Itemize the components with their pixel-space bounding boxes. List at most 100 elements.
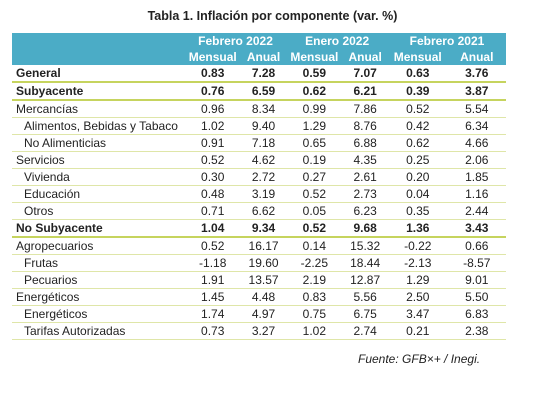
group-header: Febrero 2021	[387, 33, 506, 49]
header-row: Febrero 2022 Enero 2022 Febrero 2021	[12, 33, 506, 49]
cell-value: 9.34	[240, 219, 287, 238]
cell-value: 1.45	[184, 288, 241, 306]
row-label: Educación	[12, 185, 185, 203]
table-row: No Alimenticias 0.91 7.18 0.65 6.88 0.62 4.66	[12, 134, 506, 152]
row-label: Subyacente	[12, 82, 185, 101]
cell-value: 6.75	[342, 305, 388, 323]
cell-value: 8.76	[342, 117, 388, 135]
row-label: Agropecuarios	[12, 237, 185, 255]
cell-value: 2.72	[240, 168, 287, 186]
cell-value: 0.76	[184, 82, 241, 101]
table-row: Servicios 0.52 4.62 0.19 4.35 0.25 2.06	[12, 151, 506, 169]
cell-value: 0.52	[387, 100, 448, 118]
cell-value: 7.86	[342, 100, 388, 118]
cell-value: 7.28	[240, 65, 287, 83]
group-header: Enero 2022	[286, 33, 388, 49]
cell-value: 0.27	[286, 168, 343, 186]
cell-value: -0.22	[387, 237, 448, 255]
row-label: Energéticos	[12, 288, 185, 306]
cell-value: 0.14	[286, 237, 343, 255]
cell-value: 0.59	[286, 65, 343, 83]
cell-value: 3.47	[387, 305, 448, 323]
cell-value: 4.48	[240, 288, 287, 306]
cell-value: 0.52	[286, 185, 343, 203]
cell-value: 1.36	[387, 219, 448, 238]
table-row: Mercancías 0.96 8.34 0.99 7.86 0.52 5.54	[12, 100, 506, 118]
cell-value: 7.18	[240, 134, 287, 152]
cell-value: 0.52	[184, 151, 241, 169]
header-blank	[12, 49, 185, 65]
cell-value: 7.07	[342, 65, 388, 83]
cell-value: 0.71	[184, 202, 241, 220]
cell-value: 2.19	[286, 271, 343, 289]
subheader: Mensual	[184, 49, 241, 65]
cell-value: 0.20	[387, 168, 448, 186]
cell-value: -2.13	[387, 254, 448, 272]
table-row: Alimentos, Bebidas y Tabaco 1.02 9.40 1.29 8…	[12, 117, 506, 135]
cell-value: 0.04	[387, 185, 448, 203]
header-blank	[12, 33, 185, 49]
table-row: Educación 0.48 3.19 0.52 2.73 0.04 1.16	[12, 185, 506, 203]
cell-value: 4.66	[447, 134, 506, 152]
cell-value: 15.32	[342, 237, 388, 255]
cell-value: 2.38	[447, 322, 506, 340]
row-label: Vivienda	[12, 168, 185, 186]
cell-value: 19.60	[240, 254, 287, 272]
cell-value: 1.91	[184, 271, 241, 289]
table-row: Vivienda 0.30 2.72 0.27 2.61 0.20 1.85	[12, 168, 506, 186]
row-label: Otros	[12, 202, 185, 220]
cell-value: 0.75	[286, 305, 343, 323]
cell-value: 6.83	[447, 305, 506, 323]
cell-value: 0.39	[387, 82, 448, 101]
cell-value: 0.25	[387, 151, 448, 169]
table-row: Energéticos 1.45 4.48 0.83 5.56 2.50 5.50	[12, 288, 506, 306]
cell-value: 0.62	[286, 82, 343, 101]
subheader-row: Mensual Anual Mensual Anual Mensual Anual	[12, 49, 506, 65]
cell-value: 0.83	[286, 288, 343, 306]
cell-value: 4.97	[240, 305, 287, 323]
table-title: Tabla 1. Inflación por componente (var. …	[147, 9, 398, 23]
cell-value: 1.04	[184, 219, 241, 238]
row-label: Energéticos	[12, 305, 185, 323]
table-row: Pecuarios 1.91 13.57 2.19 12.87 1.29 9.01	[12, 271, 506, 289]
subheader: Mensual	[387, 49, 448, 65]
table-row: Tarifas Autorizadas 0.73 3.27 1.02 2.74 0.21 2…	[12, 322, 506, 340]
cell-value: 3.76	[447, 65, 506, 83]
row-label: General	[12, 65, 185, 83]
cell-value: 1.16	[447, 185, 506, 203]
cell-value: 0.35	[387, 202, 448, 220]
cell-value: 0.91	[184, 134, 241, 152]
subheader: Mensual	[286, 49, 343, 65]
cell-value: 0.73	[184, 322, 241, 340]
row-label: Frutas	[12, 254, 185, 272]
cell-value: 9.40	[240, 117, 287, 135]
cell-value: 18.44	[342, 254, 388, 272]
cell-value: 6.21	[342, 82, 388, 101]
cell-value: 1.74	[184, 305, 241, 323]
cell-value: 5.50	[447, 288, 506, 306]
cell-value: 0.05	[286, 202, 343, 220]
row-label: No Alimenticias	[12, 134, 185, 152]
cell-value: 0.52	[184, 237, 241, 255]
cell-value: 0.62	[387, 134, 448, 152]
cell-value: 3.27	[240, 322, 287, 340]
cell-value: 6.59	[240, 82, 287, 101]
cell-value: 3.43	[447, 219, 506, 238]
cell-value: 5.56	[342, 288, 388, 306]
cell-value: 6.34	[447, 117, 506, 135]
cell-value: 5.54	[447, 100, 506, 118]
cell-value: 4.35	[342, 151, 388, 169]
cell-value: 2.73	[342, 185, 388, 203]
subheader: Anual	[447, 49, 506, 65]
cell-value: 8.34	[240, 100, 287, 118]
cell-value: 0.99	[286, 100, 343, 118]
cell-value: 2.44	[447, 202, 506, 220]
cell-value: 1.02	[286, 322, 343, 340]
cell-value: 1.02	[184, 117, 241, 135]
cell-value: 0.48	[184, 185, 241, 203]
cell-value: 9.68	[342, 219, 388, 238]
cell-value: 0.52	[286, 219, 343, 238]
cell-value: 9.01	[447, 271, 506, 289]
table-row: No Subyacente 1.04 9.34 0.52 9.68 1.36 3.43	[12, 219, 506, 238]
cell-value: 13.57	[240, 271, 287, 289]
